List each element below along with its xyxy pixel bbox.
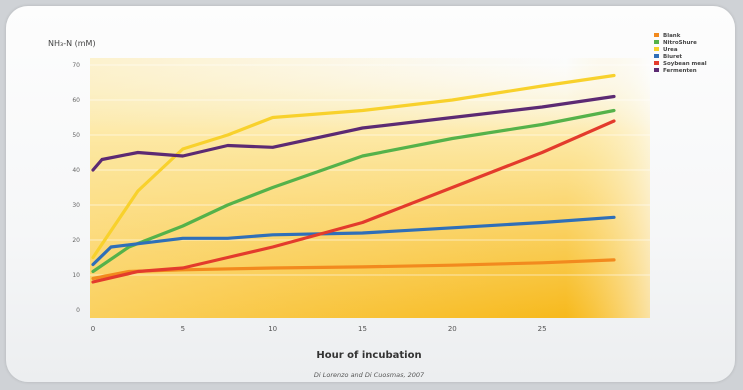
legend-swatch-biuret	[654, 54, 659, 58]
y-tick-label: 50	[72, 132, 80, 139]
series-line-nitroshure	[91, 108, 616, 274]
legend-label-nitroshure: NitroShure	[663, 40, 697, 46]
y-axis-label: NH₃-N (mM)	[48, 39, 96, 48]
legend-label-soybean-meal: Soybean meal	[663, 61, 707, 67]
y-tick-label: 60	[72, 97, 80, 104]
x-axis-title: Hour of incubation	[316, 350, 421, 361]
plot-background-fade	[90, 58, 650, 318]
y-tick-labels: 0 10 20 30 40 50 60 70	[72, 62, 80, 314]
series-lines	[91, 73, 616, 284]
source-citation: Di Lorenzo and Di Cuosmas, 2007	[314, 371, 425, 379]
y-tick-label: 10	[72, 272, 80, 279]
legend-label-blank: Blank	[663, 33, 681, 39]
legend-label-biuret: Biuret	[663, 54, 682, 60]
y-tick-label: 30	[72, 202, 80, 209]
x-tick-label: 5	[181, 325, 185, 333]
x-tick-label: 25	[538, 325, 547, 333]
y-tick-label: 40	[72, 167, 80, 174]
x-tick-label: 15	[358, 325, 367, 333]
grid-lines	[90, 64, 650, 276]
series-line-biuret	[91, 215, 616, 267]
series-line-urea	[91, 73, 616, 260]
x-tick-labels: 0 5 10 15 20 25	[91, 325, 547, 333]
legend-swatch-blank	[654, 33, 659, 37]
series-line-soybean-meal	[91, 119, 616, 284]
legend-label-fermenten: Fermenten	[663, 68, 697, 74]
x-tick-label: 10	[268, 325, 277, 333]
legend-swatch-nitroshure	[654, 40, 659, 44]
x-tick-label: 0	[91, 325, 95, 333]
legend-swatch-soybean-meal	[654, 61, 659, 65]
legend-swatch-urea	[654, 47, 659, 51]
x-tick-label: 20	[448, 325, 457, 333]
y-tick-label: 70	[72, 62, 80, 69]
y-tick-label: 0	[76, 307, 80, 314]
legend-swatch-fermenten	[654, 68, 659, 72]
series-line-fermenten	[91, 94, 616, 172]
legend-label-urea: Urea	[663, 47, 678, 53]
y-tick-label: 20	[72, 237, 80, 244]
